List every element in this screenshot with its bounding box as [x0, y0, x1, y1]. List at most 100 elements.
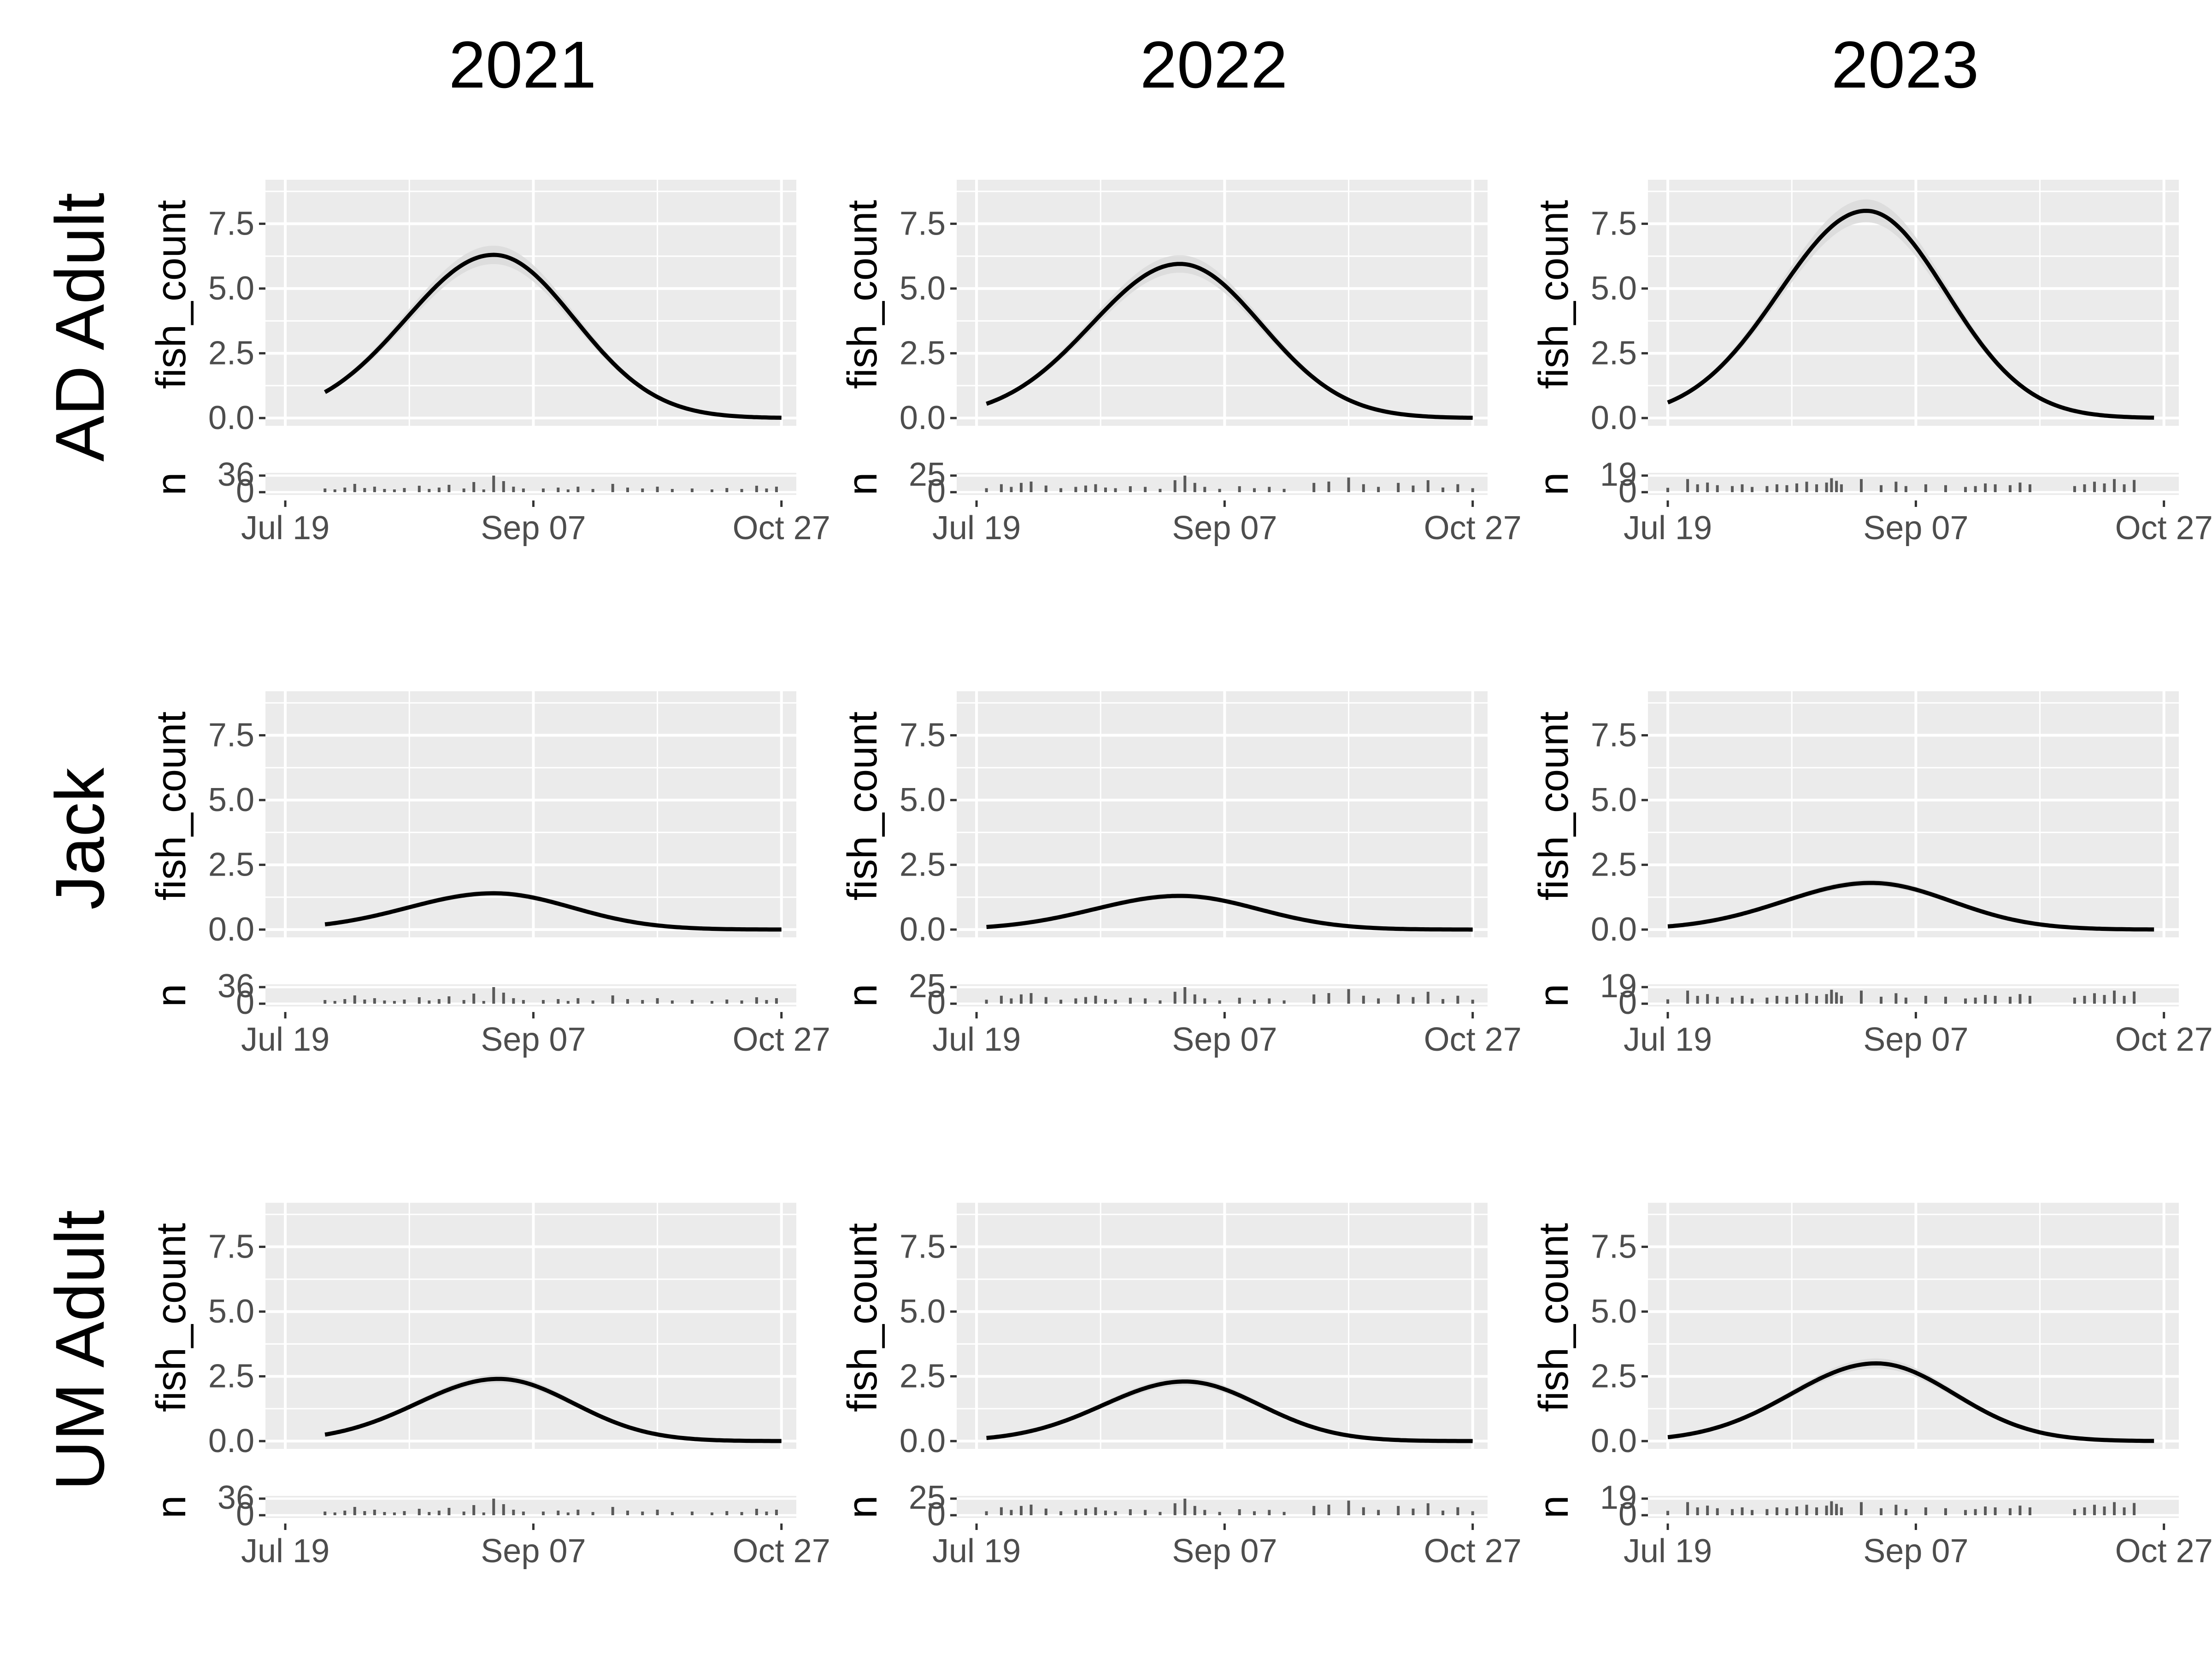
daily-count-bar: [1412, 485, 1415, 492]
daily-count-bar: [2018, 1506, 2022, 1515]
daily-count-bar: [373, 998, 376, 1004]
daily-count-bar: [765, 488, 768, 492]
daily-count-bar: [1974, 997, 1977, 1004]
count-tick-label: 36: [218, 968, 254, 1005]
daily-count-bar: [2008, 1508, 2012, 1515]
daily-count-bar: [1456, 995, 1459, 1004]
daily-count-bar: [1159, 488, 1162, 492]
y-tick-label: 0.0: [900, 400, 946, 436]
daily-count-bar: [1377, 1510, 1380, 1515]
y-axis-label: fish_count: [840, 712, 886, 900]
daily-count-bar: [1924, 1507, 1927, 1515]
daily-count-bar: [1094, 995, 1097, 1004]
daily-count-bar: [1094, 484, 1097, 492]
daily-count-bar: [1706, 482, 1709, 492]
daily-count-bar: [671, 489, 674, 492]
daily-count-bar: [437, 488, 441, 492]
daily-count-bar: [1114, 1000, 1117, 1004]
x-tick-label: Jul 19: [932, 1533, 1021, 1570]
count-tick-label: 0: [927, 473, 946, 510]
daily-count-bar: [1104, 487, 1107, 492]
daily-count-bar: [985, 1511, 988, 1515]
smooth-series-line: [1667, 209, 2154, 420]
daily-count-bar: [472, 482, 476, 492]
daily-count-bar: [393, 1001, 396, 1004]
daily-count-bar: [462, 488, 465, 492]
daily-count-bar: [1426, 480, 1430, 492]
year-column-title: 2023: [1831, 28, 1979, 102]
daily-count-bar: [418, 1509, 421, 1515]
daily-count-bar: [1327, 481, 1330, 492]
daily-count-bar: [353, 995, 356, 1004]
x-tick-label: Sep 07: [1863, 510, 1968, 547]
panel-background: [957, 1203, 1488, 1449]
x-tick-label: Jul 19: [1624, 1021, 1712, 1058]
daily-count-bar: [1203, 998, 1206, 1004]
daily-count-bar: [577, 1510, 580, 1515]
daily-count-bar: [492, 1499, 495, 1515]
daily-count-bar: [765, 1000, 768, 1004]
daily-count-bar: [1253, 1511, 1256, 1515]
y-tick-label: 2.5: [1591, 335, 1637, 372]
y-axis-label: fish_count: [148, 1223, 194, 1412]
count-tick-label: 19: [1600, 1479, 1637, 1516]
daily-count-bar: [512, 1510, 515, 1515]
y-tick-label: 5.0: [208, 270, 254, 307]
row-group-title: UM Adult: [41, 1210, 118, 1491]
daily-count-bar: [1327, 993, 1330, 1004]
daily-count-bar: [482, 489, 485, 492]
daily-count-bar: [1084, 997, 1087, 1004]
daily-count-bar: [492, 987, 495, 1004]
daily-count-bar: [343, 999, 347, 1004]
daily-count-bar: [2008, 996, 2012, 1004]
daily-count-bar: [557, 1511, 560, 1515]
daily-count-bar: [740, 1512, 743, 1515]
daily-count-bar: [2008, 485, 2012, 492]
daily-count-bar: [2133, 480, 2136, 492]
row-group-title: Jack: [41, 767, 118, 910]
daily-count-bar: [393, 1512, 396, 1515]
daily-count-bar: [765, 1512, 768, 1515]
daily-count-bar: [2018, 482, 2022, 492]
daily-count-bar: [1074, 487, 1077, 492]
daily-count-bar: [1238, 486, 1241, 492]
daily-count-bar: [1397, 1506, 1400, 1515]
x-tick-label: Sep 07: [1172, 1533, 1277, 1570]
count-tick-label: 36: [218, 456, 254, 493]
daily-count-bar: [1944, 996, 1947, 1004]
daily-count-bar: [1426, 1503, 1430, 1515]
y-tick-label: 5.0: [900, 270, 946, 307]
daily-count-bar: [1362, 995, 1365, 1004]
daily-count-bar: [512, 998, 515, 1004]
daily-count-bar: [591, 1512, 594, 1515]
daily-count-bar: [1426, 992, 1430, 1004]
daily-count-bar: [1765, 486, 1769, 492]
daily-count-bar: [1074, 998, 1077, 1004]
daily-count-bar: [1964, 998, 1967, 1004]
daily-count-bar: [1193, 482, 1196, 492]
count-tick-label: 0: [927, 1496, 946, 1533]
daily-count-bar: [383, 489, 386, 492]
daily-count-bar: [1094, 1507, 1097, 1515]
count-tick-label: 0: [236, 473, 254, 510]
daily-count-bar: [403, 488, 406, 492]
daily-count-bar: [2123, 1507, 2126, 1515]
y-tick-label: 2.5: [1591, 847, 1637, 883]
daily-count-bar: [1785, 485, 1788, 492]
daily-count-bar: [1716, 485, 1719, 492]
daily-count-bar: [333, 1512, 336, 1515]
daily-count-bar: [1218, 488, 1221, 492]
daily-count-bar: [1010, 998, 1013, 1004]
daily-count-bar: [2113, 1502, 2116, 1515]
daily-count-bar: [740, 489, 743, 492]
panel-background: [265, 180, 796, 426]
y-tick-label: 0.0: [1591, 1423, 1637, 1459]
daily-count-bar: [1984, 995, 1987, 1004]
daily-count-bar: [1114, 488, 1117, 492]
daily-count-bar: [1347, 989, 1350, 1004]
daily-count-bar: [1716, 996, 1719, 1004]
daily-count-bar: [591, 489, 594, 492]
facet-panel: 0.0 2.5 5.0 7.5 fish_count 025 n Jul 19 Sep 07 Oc…: [840, 1203, 1522, 1570]
daily-count-bar: [1994, 484, 1997, 492]
daily-count-bar: [566, 1001, 570, 1004]
